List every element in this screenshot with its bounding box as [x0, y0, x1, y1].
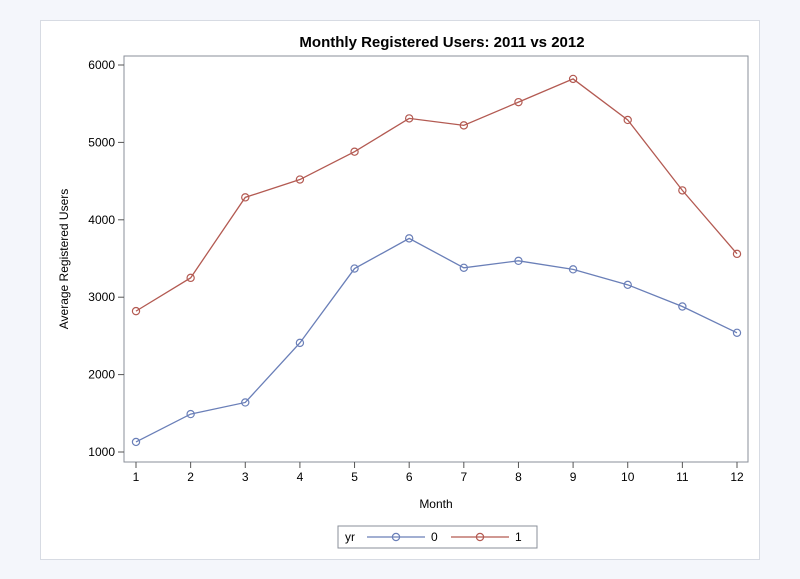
- data-point: [514, 256, 523, 266]
- y-tick-label: 1000: [88, 445, 115, 459]
- data-point: [186, 273, 195, 283]
- x-tick-label: 8: [515, 470, 522, 484]
- data-point: [295, 338, 305, 348]
- data-point: [131, 306, 141, 316]
- data-point: [732, 328, 742, 338]
- data-point: [241, 398, 250, 407]
- data-point: [732, 249, 742, 259]
- x-axis-label: Month: [419, 497, 452, 511]
- data-point: [350, 147, 359, 156]
- data-point: [568, 265, 578, 274]
- y-tick-label: 6000: [88, 58, 115, 72]
- data-point: [404, 114, 414, 123]
- legend-box: [337, 525, 538, 549]
- data-point: [568, 74, 578, 84]
- x-tick-label: 7: [460, 470, 467, 484]
- data-point: [678, 302, 687, 311]
- data-point: [514, 97, 523, 107]
- y-axis: 1000 2000 3000 4000 5000 6000: [88, 58, 124, 459]
- data-point: [623, 280, 632, 290]
- series-1: [131, 74, 742, 316]
- data-point: [678, 186, 687, 195]
- data-point: [459, 121, 469, 130]
- y-tick-label: 5000: [88, 135, 115, 149]
- data-point: [295, 175, 305, 184]
- data-point: [241, 193, 250, 202]
- legend-title: yr: [345, 530, 355, 544]
- data-point: [459, 263, 469, 272]
- data-point: [404, 234, 414, 243]
- x-tick-label: 5: [351, 470, 358, 484]
- y-tick-label: 3000: [88, 290, 115, 304]
- legend: yr 0 1: [337, 525, 538, 549]
- y-tick-label: 4000: [88, 213, 115, 227]
- legend-swatch-marker: [475, 532, 485, 542]
- y-tick-label: 2000: [88, 368, 115, 382]
- data-point: [131, 437, 141, 447]
- chart-title: Monthly Registered Users: 2011 vs 2012: [299, 34, 584, 51]
- x-tick-label: 12: [730, 470, 744, 484]
- legend-label: 0: [431, 530, 438, 544]
- x-tick-label: 11: [676, 470, 689, 484]
- x-tick-label: 10: [621, 470, 635, 484]
- data-point: [350, 264, 359, 273]
- series-0: [131, 234, 742, 447]
- x-tick-label: 1: [133, 470, 140, 484]
- x-tick-label: 4: [297, 470, 304, 484]
- series-line: [135, 237, 738, 443]
- series-layer: [131, 74, 742, 447]
- plot-area: [123, 55, 749, 463]
- data-point: [186, 409, 195, 419]
- y-axis-label: Average Registered Users: [57, 189, 71, 330]
- series-line: [135, 78, 738, 312]
- legend-label: 1: [515, 530, 522, 544]
- legend-entry: 0: [367, 530, 438, 544]
- x-tick-label: 2: [187, 470, 194, 484]
- legend-swatch-marker: [391, 532, 401, 542]
- x-axis: 1 2 3 4 5 6 7 8 9 10 11 12: [133, 462, 744, 484]
- legend-entry: 1: [451, 530, 522, 544]
- x-tick-label: 3: [242, 470, 249, 484]
- data-point: [623, 115, 632, 125]
- x-tick-label: 9: [570, 470, 577, 484]
- x-tick-label: 6: [406, 470, 413, 484]
